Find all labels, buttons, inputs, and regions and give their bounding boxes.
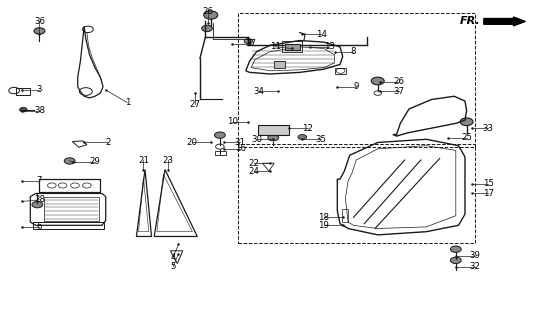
Text: 11: 11 — [270, 42, 281, 52]
Text: 4: 4 — [170, 253, 176, 262]
Text: 5: 5 — [170, 262, 176, 271]
Circle shape — [201, 25, 212, 32]
Text: 33: 33 — [483, 124, 494, 132]
Circle shape — [19, 108, 27, 112]
Bar — [238, 13, 475, 147]
Circle shape — [244, 39, 253, 44]
Text: 2: 2 — [106, 138, 111, 147]
Text: 38: 38 — [34, 106, 45, 115]
Text: 1: 1 — [125, 98, 130, 107]
Text: 30: 30 — [251, 135, 262, 144]
Text: 21: 21 — [138, 156, 149, 164]
Text: 32: 32 — [469, 262, 480, 271]
Bar — [238, 144, 475, 243]
Text: 37: 37 — [246, 39, 256, 48]
Text: FR.: FR. — [460, 16, 480, 27]
Text: 15: 15 — [483, 180, 494, 188]
Circle shape — [34, 28, 45, 34]
Text: 12: 12 — [302, 124, 313, 132]
Text: 39: 39 — [469, 251, 480, 260]
Text: 13: 13 — [324, 42, 335, 52]
Text: 16: 16 — [235, 144, 246, 153]
Text: 6: 6 — [37, 222, 42, 231]
Text: 26: 26 — [202, 7, 213, 16]
Text: 20: 20 — [186, 138, 198, 147]
Text: 28: 28 — [34, 195, 45, 204]
Text: 35: 35 — [316, 135, 327, 144]
Text: 17: 17 — [483, 189, 494, 198]
Polygon shape — [258, 125, 289, 134]
Circle shape — [298, 134, 307, 140]
Circle shape — [64, 158, 75, 164]
Text: 31: 31 — [235, 138, 246, 147]
Circle shape — [32, 201, 43, 208]
Text: 19: 19 — [319, 221, 329, 230]
Text: 3: 3 — [37, 85, 42, 94]
Circle shape — [460, 118, 473, 125]
FancyArrow shape — [484, 17, 525, 26]
Text: 36: 36 — [34, 17, 45, 26]
Circle shape — [214, 132, 225, 138]
Text: 18: 18 — [319, 213, 329, 222]
Circle shape — [372, 77, 384, 85]
Text: 24: 24 — [248, 167, 259, 176]
Text: 27: 27 — [189, 100, 200, 109]
Circle shape — [268, 134, 279, 141]
Text: 34: 34 — [254, 87, 265, 96]
Text: 8: 8 — [351, 47, 356, 56]
Text: 14: 14 — [316, 30, 327, 39]
Text: 23: 23 — [162, 156, 173, 164]
Circle shape — [204, 11, 218, 19]
Text: 37: 37 — [394, 87, 405, 96]
Polygon shape — [285, 44, 300, 50]
Text: 29: 29 — [90, 157, 100, 166]
Circle shape — [450, 257, 461, 264]
Text: 7: 7 — [37, 176, 42, 185]
Text: 26: 26 — [394, 77, 405, 86]
Text: 25: 25 — [461, 133, 472, 142]
Circle shape — [450, 246, 461, 252]
Polygon shape — [274, 61, 285, 68]
Text: 9: 9 — [354, 82, 359, 91]
Text: 10: 10 — [227, 117, 238, 126]
Text: 22: 22 — [248, 159, 259, 168]
